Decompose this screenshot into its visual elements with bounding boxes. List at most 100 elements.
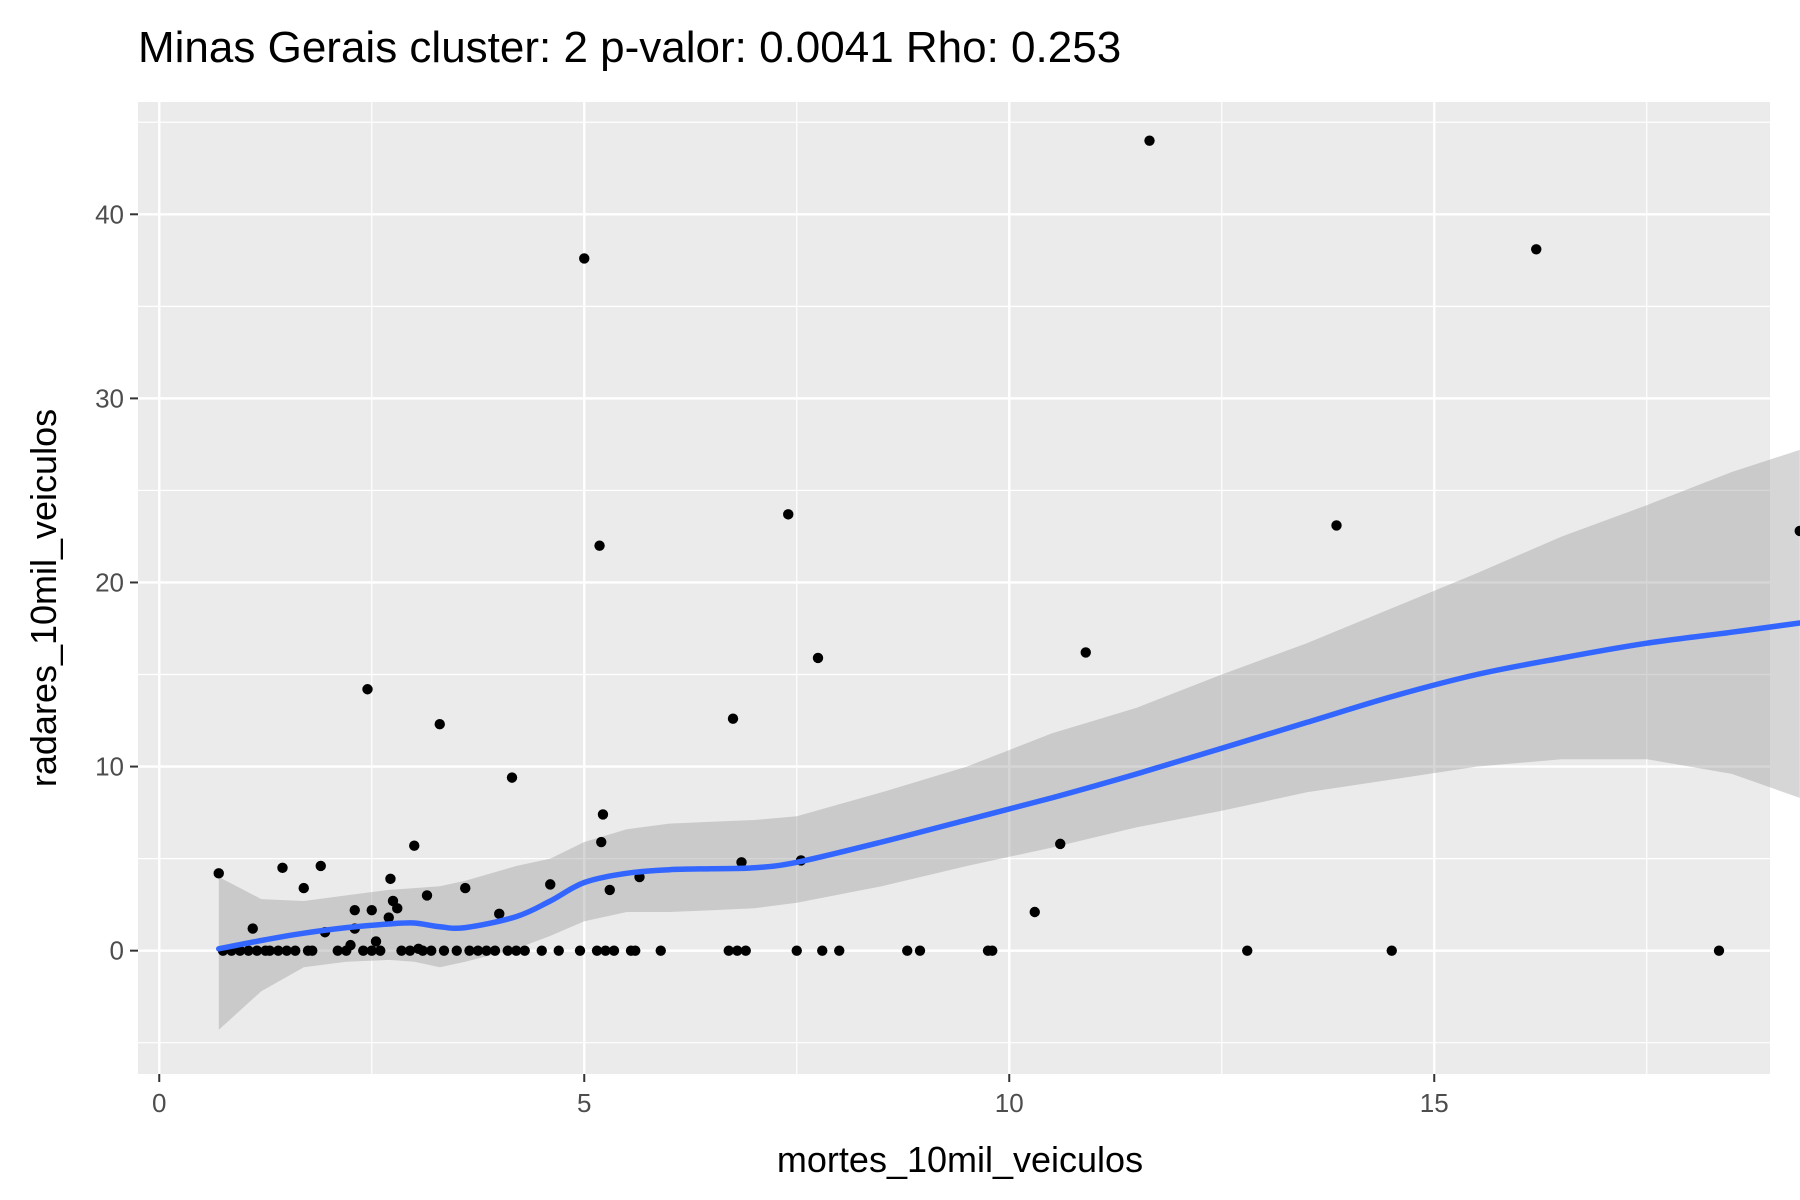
- data-point: [264, 945, 275, 956]
- data-point: [234, 945, 246, 956]
- data-point: [506, 772, 518, 783]
- data-point: [251, 945, 263, 956]
- data-point: [1055, 838, 1066, 850]
- data-point: [519, 945, 530, 956]
- y-tick-label: 20: [95, 567, 124, 597]
- data-point: [727, 713, 739, 724]
- data-point: [273, 945, 284, 956]
- data-point: [396, 945, 407, 956]
- data-point: [1386, 945, 1397, 956]
- data-point: [281, 945, 292, 956]
- data-point: [434, 719, 445, 730]
- x-tick-label: 5: [577, 1088, 591, 1118]
- data-point: [417, 945, 428, 956]
- data-point: [1029, 906, 1040, 918]
- data-point: [630, 945, 641, 956]
- data-point: [608, 945, 620, 956]
- data-point: [392, 903, 403, 914]
- plot-panel: [138, 102, 1770, 1074]
- data-point: [536, 945, 547, 956]
- data-point: [1794, 525, 1800, 537]
- smooth-line: [216, 620, 1800, 952]
- data-point: [1713, 945, 1725, 956]
- data-point: [594, 540, 605, 551]
- data-point: [834, 945, 845, 956]
- chart-title: Minas Gerais cluster: 2 p-valor: 0.0041 …: [138, 23, 1121, 72]
- data-point: [332, 945, 343, 956]
- data-point: [421, 890, 433, 901]
- x-tick-label: 10: [995, 1088, 1024, 1118]
- data-point: [315, 860, 326, 872]
- data-point: [914, 945, 926, 956]
- x-axis: 0 5 10 15: [152, 1074, 1449, 1118]
- data-point: [574, 945, 586, 956]
- data-point: [655, 945, 666, 956]
- data-point: [383, 912, 394, 923]
- data-point: [1242, 945, 1253, 956]
- data-points: [213, 135, 1800, 956]
- data-point: [604, 884, 615, 896]
- data-point: [426, 945, 437, 956]
- data-point: [817, 945, 828, 956]
- data-point: [358, 945, 369, 956]
- y-axis-title: radares_10mil_veiculos: [23, 409, 64, 787]
- data-point: [812, 652, 824, 664]
- data-point: [404, 945, 416, 956]
- confidence-band: [218, 449, 1800, 1030]
- minor-gridlines: [138, 102, 1770, 1074]
- data-point: [1531, 244, 1542, 255]
- data-point: [494, 908, 505, 920]
- y-tick-label: 30: [95, 383, 124, 413]
- major-gridlines: [138, 102, 1770, 1074]
- data-point: [438, 945, 450, 956]
- data-point: [370, 936, 382, 947]
- data-point: [290, 945, 301, 956]
- data-point: [451, 945, 462, 956]
- data-point: [553, 945, 564, 956]
- y-axis: 0 10 20 30 40: [95, 199, 138, 966]
- data-point: [545, 879, 556, 890]
- data-point: [579, 253, 590, 264]
- data-point: [345, 939, 356, 951]
- data-point: [511, 945, 522, 956]
- data-point: [736, 857, 747, 868]
- y-tick-label: 40: [95, 199, 124, 229]
- data-point: [277, 862, 288, 874]
- data-point: [213, 868, 224, 879]
- data-point: [409, 840, 420, 851]
- data-point: [732, 945, 743, 956]
- data-point: [1331, 520, 1342, 531]
- data-point: [464, 945, 475, 956]
- data-point: [385, 873, 396, 885]
- data-point: [472, 945, 484, 956]
- data-point: [597, 809, 609, 820]
- data-point: [298, 882, 309, 894]
- x-tick-label: 15: [1420, 1088, 1449, 1118]
- data-point: [791, 945, 802, 956]
- data-point: [783, 509, 794, 520]
- data-point: [362, 684, 373, 695]
- y-tick-label: 0: [110, 936, 124, 966]
- data-point: [307, 945, 318, 956]
- x-axis-title: mortes_10mil_veiculos: [777, 1139, 1143, 1180]
- data-point: [366, 945, 377, 956]
- data-point: [600, 945, 611, 956]
- data-point: [723, 945, 734, 956]
- data-point: [902, 945, 913, 956]
- data-point: [243, 945, 254, 956]
- data-point: [987, 945, 998, 956]
- data-point: [481, 945, 492, 956]
- data-point: [366, 904, 377, 916]
- x-tick-label: 0: [152, 1088, 166, 1118]
- data-point: [740, 945, 751, 956]
- data-point: [349, 904, 360, 916]
- data-point: [247, 923, 258, 934]
- data-point: [375, 945, 386, 956]
- data-point: [596, 836, 607, 848]
- data-point: [591, 945, 603, 956]
- data-point: [489, 945, 501, 956]
- data-point: [1080, 647, 1091, 658]
- data-point: [502, 945, 513, 956]
- data-point: [1144, 135, 1155, 146]
